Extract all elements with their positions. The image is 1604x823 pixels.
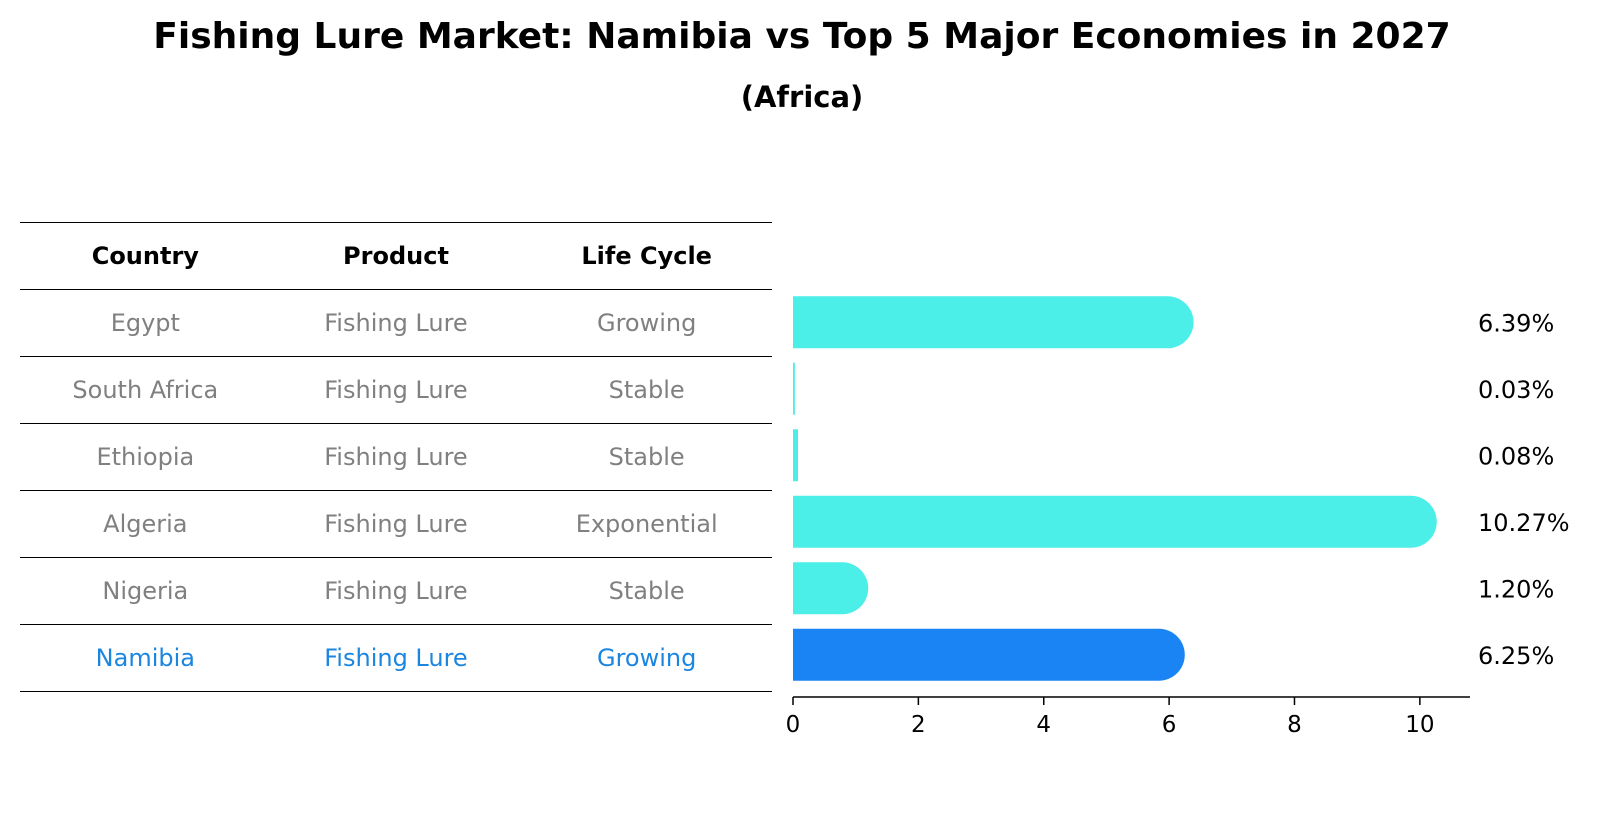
x-tick-label: 0 [786,712,801,738]
value-label: 6.39% [1478,309,1554,337]
cell-country: Egypt [20,289,271,357]
cell-country: Ethiopia [20,423,271,491]
value-label: 6.25% [1478,642,1554,670]
cell-life-cycle: Growing [521,289,772,357]
bar-ethiopia [793,429,799,482]
value-label: 1.20% [1478,575,1554,603]
bar-egypt [793,296,1194,349]
table-row: Egypt Fishing Lure Growing [20,289,772,357]
table-header-row: Country Product Life Cycle [20,222,772,290]
x-tick-label: 8 [1287,712,1302,738]
cell-life-cycle: Growing [521,624,772,692]
cell-life-cycle: Exponential [521,490,772,558]
value-label: 10.27% [1478,509,1570,537]
header-country: Country [20,222,271,290]
value-label: 0.03% [1478,376,1554,404]
cell-product: Fishing Lure [270,289,522,357]
data-table: Country Product Life Cycle Egypt Fishing… [20,222,772,692]
table-row: Algeria Fishing Lure Exponential [20,490,772,558]
cell-country: Nigeria [20,557,271,625]
value-label: 0.08% [1478,442,1554,470]
cell-country: South Africa [20,356,271,424]
cell-country: Namibia [20,624,271,692]
chart-subtitle: (Africa) [740,80,864,114]
cell-life-cycle: Stable [521,356,772,424]
cell-life-cycle: Stable [521,423,772,491]
header-product: Product [270,222,522,290]
cell-product: Fishing Lure [270,557,522,625]
x-tick-label: 4 [1036,712,1051,738]
table-row: Nigeria Fishing Lure Stable [20,557,772,625]
cell-product: Fishing Lure [270,624,522,692]
bar-namibia [793,628,1185,681]
cell-life-cycle: Stable [521,557,772,625]
bar-south-africa [793,362,795,415]
bar-nigeria [793,562,869,615]
cell-country: Algeria [20,490,271,558]
cell-product: Fishing Lure [270,356,522,424]
table-row: South Africa Fishing Lure Stable [20,356,772,424]
chart-title: Fishing Lure Market: Namibia vs Top 5 Ma… [153,16,1451,57]
x-tick-label: 2 [911,712,926,738]
x-tick-label: 10 [1405,712,1434,738]
x-tick-label: 6 [1162,712,1177,738]
header-life-cycle: Life Cycle [521,222,772,290]
cell-product: Fishing Lure [270,490,522,558]
cell-product: Fishing Lure [270,423,522,491]
bar-algeria [793,495,1437,548]
table-row-highlight: Namibia Fishing Lure Growing [20,624,772,692]
table-row: Ethiopia Fishing Lure Stable [20,423,772,491]
